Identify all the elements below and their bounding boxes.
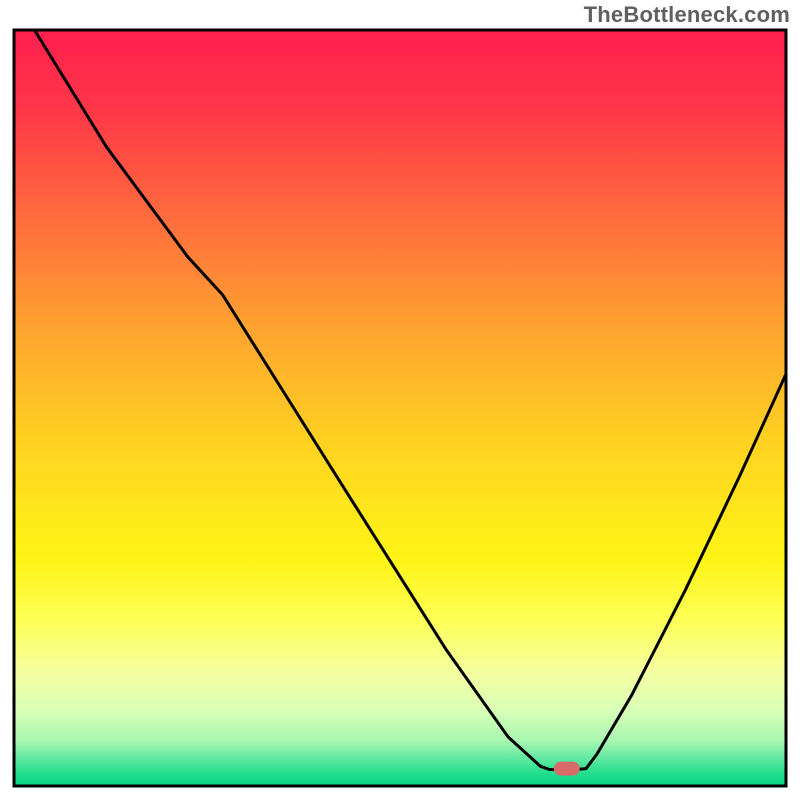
gradient-background: [14, 30, 786, 786]
watermark-text: TheBottleneck.com: [584, 2, 790, 28]
chart-container: TheBottleneck.com: [0, 0, 800, 800]
optimum-marker: [554, 762, 580, 776]
bottleneck-curve-chart: [0, 0, 800, 800]
